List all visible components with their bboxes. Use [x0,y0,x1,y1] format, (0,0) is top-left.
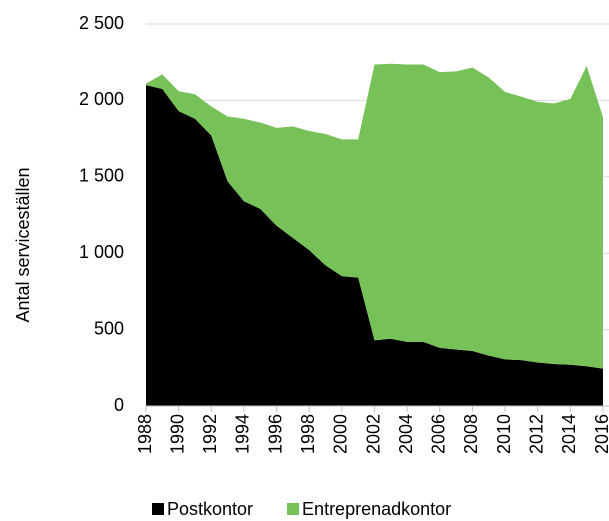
y-tick-label: 1 500 [79,166,124,186]
y-axis-label: Antal serviceställen [13,167,33,322]
x-tick-label: 1988 [135,414,155,454]
x-tick-label: 2006 [429,414,449,454]
legend-swatch [287,503,300,515]
x-tick-label: 2004 [396,414,416,454]
x-tick-label: 1996 [265,414,285,454]
x-tick-label: 1994 [233,414,253,454]
x-tick-label: 2000 [331,414,351,454]
x-tick-label: 2002 [363,414,383,454]
x-tick-label: 2008 [461,414,481,454]
x-tick-label: 1998 [298,414,318,454]
x-tick-label: 1990 [167,414,187,454]
area [146,85,603,407]
area [146,63,603,369]
x-tick-label: 1992 [200,414,220,454]
x-tick-label: 2014 [559,414,579,454]
y-tick-label: 0 [114,395,124,415]
y-tick-label: 500 [94,318,124,338]
x-tick-label: 2016 [592,414,609,454]
x-tick-label: 2012 [526,414,546,454]
legend-swatch [152,503,164,515]
legend-label: Postkontor [167,499,253,519]
legend-label: Entreprenadkontor [302,499,451,519]
y-tick-label: 2 500 [79,13,124,33]
y-tick-label: 2 000 [79,89,124,109]
y-tick-label: 1 000 [79,242,124,262]
x-tick-label: 2010 [494,414,514,454]
